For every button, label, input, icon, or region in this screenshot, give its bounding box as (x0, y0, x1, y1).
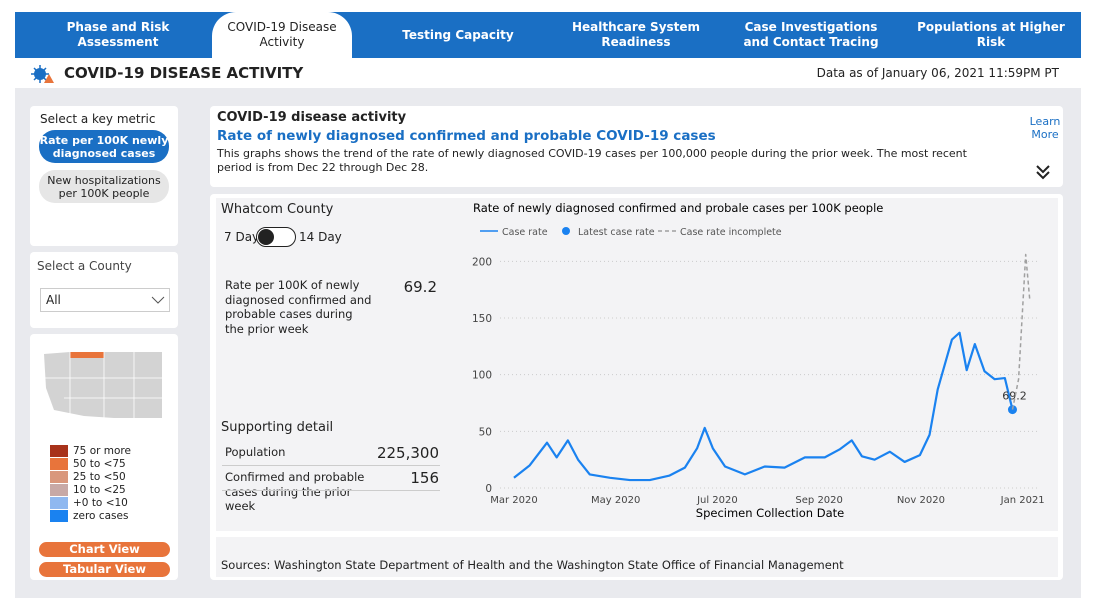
legend-swatch (50, 510, 68, 522)
county-value: All (46, 293, 61, 307)
nav-tab[interactable]: Healthcare System Readiness (571, 20, 701, 49)
dropdown-arrow (151, 296, 165, 304)
series-line (513, 331, 1014, 482)
legend-label: Case rate (502, 227, 548, 238)
x-axis-label: Specimen Collection Date (696, 506, 844, 520)
series-line (1011, 253, 1031, 410)
legend-label: +0 to <10 (73, 497, 128, 509)
info-subtitle: Rate of newly diagnosed confirmed and pr… (217, 128, 716, 144)
legend-label: 25 to <50 (73, 471, 126, 483)
y-tick-label: 150 (472, 313, 492, 325)
data-date: Data as of January 06, 2021 11:59PM PT (816, 66, 1059, 80)
row-value: 156 (410, 469, 439, 487)
sources: Sources: Washington State Department of … (221, 558, 844, 572)
view-button[interactable]: Tabular View (39, 562, 170, 577)
legend-swatch (50, 497, 68, 509)
county-name: Whatcom County (221, 202, 334, 217)
y-tick-label: 100 (472, 370, 492, 382)
info-heading: COVID-19 disease activity (217, 110, 407, 125)
legend-label: 10 to <25 (73, 484, 126, 496)
x-tick-label: May 2020 (591, 495, 640, 506)
learn-more[interactable]: Learn More (1029, 115, 1061, 141)
expand-chevron[interactable] (1034, 164, 1052, 180)
toggle-knob (258, 229, 274, 245)
toggle-left: 7 Day (224, 230, 260, 244)
y-tick-label: 200 (472, 256, 492, 268)
legend-swatch (50, 484, 68, 496)
metric-option[interactable]: Rate per 100K newly diagnosed cases (39, 130, 169, 163)
view-button[interactable]: Chart View (39, 542, 170, 557)
chart-title: Rate of newly diagnosed confirmed and pr… (473, 201, 883, 215)
toggle-switch[interactable] (256, 227, 296, 247)
rate-value: 69.2 (403, 278, 437, 296)
row-divider (222, 465, 440, 466)
legend-swatch (50, 445, 68, 457)
county-dropdown[interactable]: All (40, 288, 170, 312)
metric-label: Select a key metric (40, 112, 156, 126)
y-tick-label: 0 (485, 483, 492, 495)
x-tick-label: Nov 2020 (897, 495, 945, 506)
legend-label: zero cases (73, 510, 129, 522)
supporting-title: Supporting detail (221, 420, 334, 435)
toggle-right: 14 Day (299, 230, 342, 244)
legend-label: Case rate incomplete (680, 227, 782, 238)
legend-label: 75 or more (73, 445, 131, 457)
sources-area (216, 537, 1058, 577)
legend-swatch (50, 458, 68, 470)
nav-tab[interactable]: Phase and Risk Assessment (66, 20, 170, 49)
row-label: Confirmed and probable cases during the … (225, 470, 365, 513)
x-tick-label: Sep 2020 (795, 495, 842, 506)
nav-tab[interactable]: Populations at Higher Risk (917, 20, 1065, 49)
nav-tab[interactable]: Testing Capacity (402, 27, 514, 42)
row-label: Population (225, 445, 286, 459)
info-panel (210, 106, 1063, 187)
legend-swatch (50, 471, 68, 483)
x-tick-label: Mar 2020 (490, 495, 537, 506)
x-tick-label: Jul 2020 (696, 495, 738, 506)
map (44, 352, 162, 418)
line-chart: Rate of newly diagnosed confirmed and pr… (472, 201, 1045, 520)
row-divider (222, 490, 440, 491)
row-value: 225,300 (376, 444, 439, 462)
metric-option[interactable]: New hospitalizations per 100K people (39, 170, 169, 203)
x-tick-label: Jan 2021 (1000, 495, 1045, 506)
legend-marker (562, 227, 570, 235)
nav-bar (15, 12, 1081, 58)
data-label: 69.2 (1002, 390, 1027, 403)
page-title: COVID-19 DISEASE ACTIVITY (64, 64, 304, 82)
legend-label: Latest case rate (578, 227, 655, 238)
info-description: This graphs shows the trend of the rate … (217, 147, 967, 174)
nav-tab[interactable]: COVID-19 Disease Activity (212, 12, 352, 58)
nav-tab[interactable]: Case Investigations and Contact Tracing (743, 20, 879, 49)
chart-area (216, 198, 1058, 531)
rate-label: Rate per 100K of newly diagnosed confirm… (225, 278, 372, 336)
y-tick-label: 50 (479, 426, 492, 438)
legend-label: 50 to <75 (73, 458, 126, 470)
county-label: Select a County (37, 259, 132, 273)
icon (31, 65, 54, 83)
